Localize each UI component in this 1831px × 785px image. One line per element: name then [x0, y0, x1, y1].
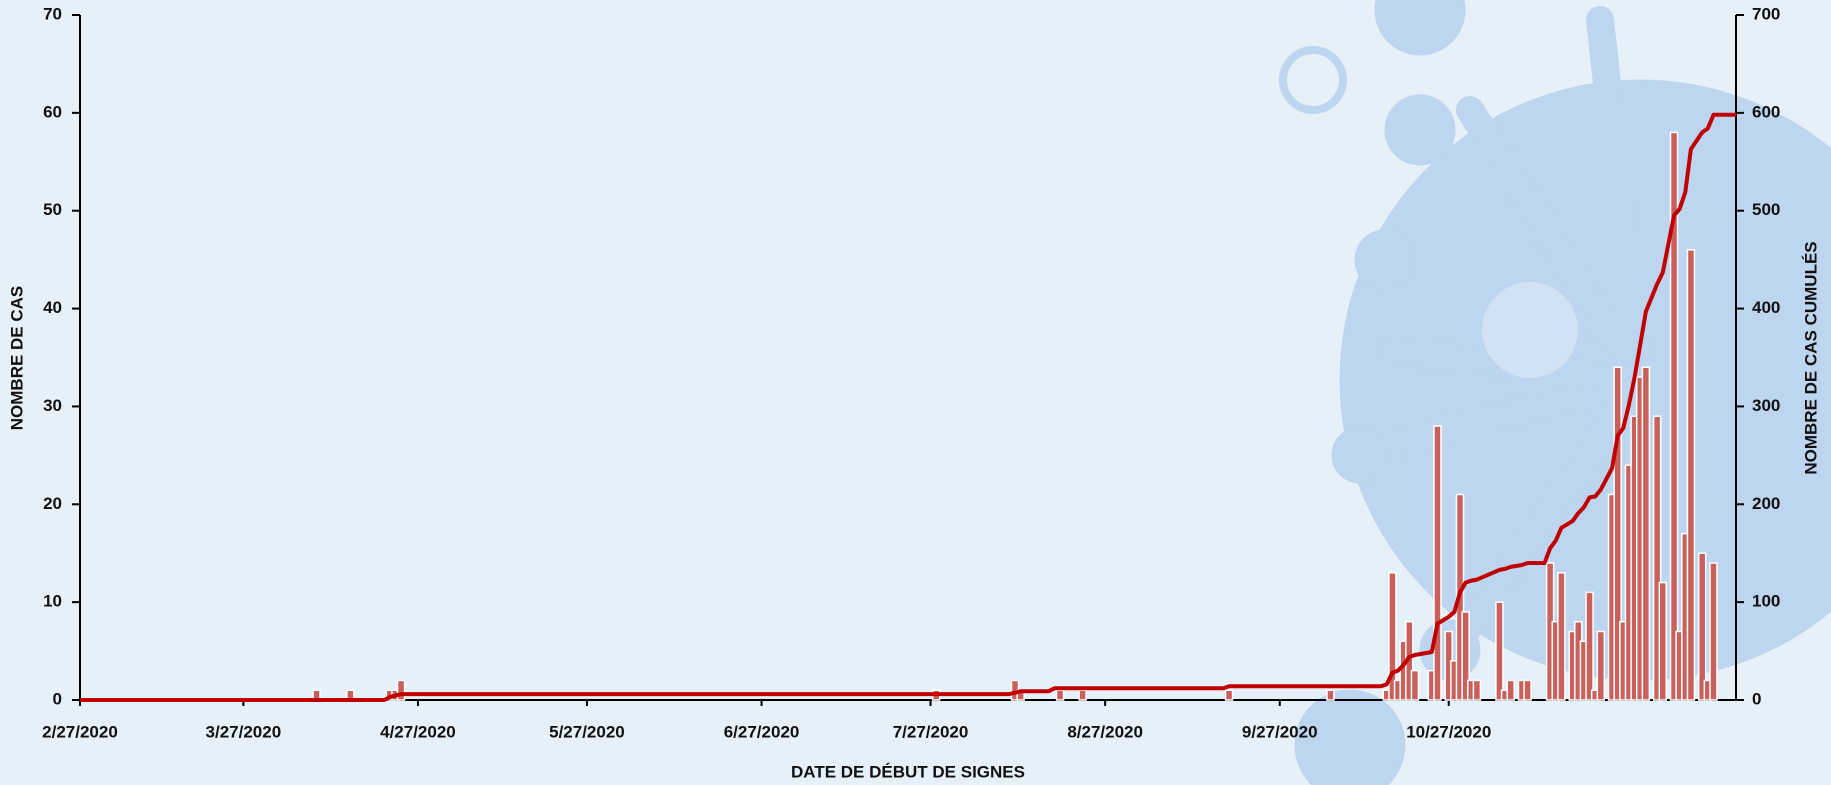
- bar: [1410, 669, 1420, 701]
- x-tick-label: 4/27/2020: [380, 722, 456, 741]
- y2-tick-label: 400: [1752, 298, 1780, 317]
- y2-tick-label: 300: [1752, 396, 1780, 415]
- x-tick-label: 9/27/2020: [1242, 722, 1318, 741]
- y2-tick-label: 200: [1752, 494, 1780, 513]
- bar: [1613, 366, 1622, 701]
- bar: [396, 679, 406, 701]
- y2-axis-label: NOMBRE DE CAS CUMULÉS: [1801, 241, 1820, 474]
- y2-tick-label: 600: [1752, 102, 1780, 121]
- x-tick-label: 2/27/2020: [42, 722, 118, 741]
- x-axis-label: DATE DE DÉBUT DE SIGNES: [791, 762, 1025, 781]
- x-tick-label: 8/27/2020: [1067, 722, 1143, 741]
- bar: [1641, 366, 1651, 701]
- bar: [1523, 679, 1532, 701]
- y-tick-label: 40: [43, 298, 62, 317]
- y-tick-label: 60: [43, 102, 62, 121]
- bar: [1697, 552, 1707, 701]
- x-tick-label: 3/27/2020: [206, 722, 282, 741]
- y-tick-label: 70: [43, 4, 62, 23]
- bar: [1461, 611, 1470, 701]
- cumulative-line: [80, 112, 1736, 702]
- bar: [1326, 689, 1335, 701]
- y2-tick-label: 500: [1752, 200, 1780, 219]
- y-tick-label: 20: [43, 494, 62, 513]
- bar: [1596, 630, 1606, 701]
- bar: [1686, 249, 1696, 701]
- bar: [1506, 679, 1515, 701]
- bar: [1709, 562, 1718, 701]
- y2-tick-label: 100: [1752, 592, 1780, 611]
- bar: [1495, 601, 1504, 701]
- y-tick-label: 10: [43, 592, 62, 611]
- y-axis-label: NOMBRE DE CAS: [7, 286, 26, 431]
- y2-tick-label: 700: [1752, 4, 1780, 23]
- x-tick-label: 6/27/2020: [724, 722, 800, 741]
- x-tick-label: 5/27/2020: [549, 722, 625, 741]
- bar: [1224, 689, 1234, 701]
- y-tick-label: 50: [43, 200, 62, 219]
- y-tick-label: 30: [43, 396, 62, 415]
- bar: [1652, 415, 1662, 701]
- bar: [1669, 131, 1679, 701]
- y2-tick-label: 0: [1752, 689, 1761, 708]
- bar: [1433, 425, 1442, 701]
- bar: [1585, 591, 1594, 701]
- x-tick-label: 10/27/2020: [1406, 722, 1491, 741]
- bar: [1078, 689, 1087, 701]
- bar: [1472, 679, 1482, 701]
- bar: [1557, 572, 1566, 701]
- x-tick-label: 7/27/2020: [893, 722, 969, 741]
- y-tick-label: 0: [53, 689, 62, 708]
- bar: [1658, 581, 1668, 701]
- bar: [1388, 572, 1397, 701]
- bar: [1055, 689, 1065, 701]
